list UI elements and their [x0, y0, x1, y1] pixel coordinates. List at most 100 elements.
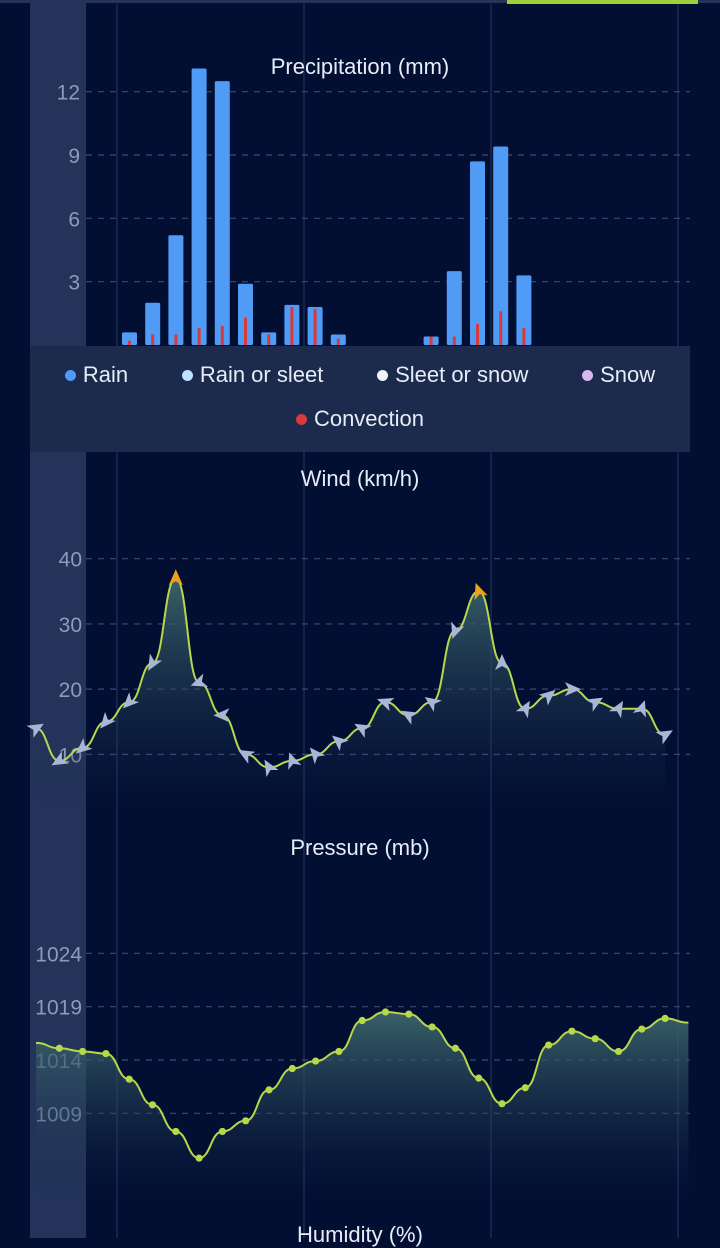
- pressure-point-24: [591, 1035, 599, 1043]
- wind-arrow-22: [538, 689, 556, 706]
- wind-arrow-6: [168, 569, 183, 586]
- pressure-point-11: [288, 1064, 296, 1073]
- wind-arrow-11: [288, 752, 302, 770]
- wind-arrow-27: [655, 730, 673, 745]
- wind-arrow-4: [122, 692, 140, 709]
- wind-arrow-3: [100, 711, 116, 729]
- convection-bar-2: [174, 334, 178, 345]
- pressure-area: [36, 1012, 689, 1200]
- snow-dot-icon: [582, 369, 594, 381]
- wind-arrow-8: [213, 708, 230, 723]
- wind-arrow-icon-18: [451, 621, 465, 639]
- convection-bar-14: [452, 336, 456, 345]
- pressure-point-16: [405, 1010, 413, 1018]
- wind-arrow-icon-9: [237, 749, 256, 764]
- rain-bar-1: [145, 302, 161, 345]
- wind-arrow-icon-6: [168, 569, 183, 586]
- precip-ytick-3: 12: [57, 82, 80, 105]
- wind-arrow-14: [354, 723, 372, 738]
- precipitation-title: Precipitation (mm): [270, 54, 450, 79]
- pressure-point-1: [55, 1044, 63, 1052]
- precip-ytick-1: 6: [68, 208, 80, 231]
- pressure-point-7: [195, 1154, 203, 1162]
- wind-ytick-1: 20: [59, 679, 82, 702]
- wind-arrow-12: [309, 747, 326, 765]
- wind-arrow-25: [608, 700, 623, 719]
- top-divider: [0, 0, 720, 3]
- pressure-point-3: [102, 1050, 110, 1058]
- rain-bar-3: [191, 68, 207, 345]
- wind-arrow-icon-2: [75, 737, 93, 754]
- convection-bar-1: [151, 334, 155, 345]
- convection-bar-4: [220, 326, 224, 345]
- wind-arrow-icon-3: [100, 711, 116, 729]
- wind-arrow-24: [585, 697, 603, 712]
- pressure-title: Pressure (mb): [290, 835, 430, 860]
- rain-bar-15: [470, 161, 485, 345]
- wind-arrow-icon-22: [538, 689, 556, 706]
- legend-sleet-or-snow-label: Sleet or snow: [395, 362, 529, 387]
- precipitation-chart: 3 6 9 12: [57, 68, 690, 345]
- wind-arrow-2: [75, 737, 93, 754]
- humidity-title: Humidity (%): [297, 1222, 423, 1247]
- wind-ytick-2: 30: [59, 614, 82, 637]
- precip-ytick-2: 9: [68, 145, 80, 168]
- wind-arrow-1: [51, 751, 69, 766]
- wind-arrow-icon-17: [424, 697, 442, 712]
- wind-arrow-icon-26: [632, 700, 646, 718]
- wind-arrow-15: [377, 697, 395, 712]
- pressure-point-14: [358, 1016, 366, 1025]
- rain-bar-2: [168, 235, 184, 345]
- legend-convection-label: Convection: [313, 406, 425, 431]
- pressure-point-2: [79, 1047, 87, 1056]
- wind-arrow-20: [495, 654, 509, 671]
- rain-or-sleet-dot-icon: [181, 369, 193, 381]
- pressure-point-13: [335, 1047, 343, 1056]
- wind-arrow-icon-19: [474, 582, 488, 601]
- wind-arrow-icon-0: [26, 723, 44, 738]
- precip-ytick-0: 3: [68, 272, 80, 295]
- wind-arrow-icon-27: [655, 730, 673, 745]
- convection-bar-16: [499, 311, 503, 345]
- pressure-point-6: [172, 1127, 180, 1136]
- legend-snow: Snow: [582, 362, 655, 388]
- convection-bar-15: [476, 323, 479, 345]
- wind-arrow-7: [190, 673, 209, 687]
- pressure-point-18: [451, 1044, 459, 1052]
- wind-arrow-19: [474, 582, 488, 601]
- sleet-or-snow-dot-icon: [377, 369, 389, 381]
- precipitation-legend: Rain Rain or sleet Sleet or snow Snow Co…: [30, 346, 690, 452]
- wind-title: Wind (km/h): [300, 466, 420, 491]
- legend-snow-label: Snow: [600, 362, 656, 387]
- rain-bar-0: [122, 332, 137, 345]
- wind-ytick-3: 40: [59, 549, 82, 572]
- wind-arrow-icon-23: [564, 682, 581, 697]
- wind-chart: 10203040: [26, 549, 690, 810]
- wind-arrow-icon-10: [264, 759, 279, 777]
- wind-arrow-9: [237, 749, 256, 764]
- wind-arrow-icon-1: [51, 751, 69, 766]
- legend-convection: Convection: [295, 406, 425, 432]
- pressure-chart: 1009101410191024: [35, 943, 690, 1200]
- pressure-point-22: [545, 1041, 553, 1049]
- wind-arrow-26: [632, 700, 646, 718]
- wind-arrow-icon-5: [148, 653, 163, 671]
- wind-arrow-icon-25: [608, 700, 623, 719]
- wind-arrow-17: [424, 697, 442, 712]
- day-separators: [116, 4, 679, 1238]
- pressure-point-21: [521, 1084, 529, 1092]
- wind-arrow-5: [148, 653, 163, 671]
- wind-arrow-icon-21: [515, 700, 530, 719]
- wind-arrow-icon-15: [377, 697, 395, 712]
- pressure-point-12: [312, 1057, 320, 1065]
- pressure-ytick-3: 1024: [35, 943, 82, 966]
- rain-dot-icon: [64, 369, 76, 381]
- pressure-point-26: [638, 1025, 646, 1033]
- convection-bar-9: [336, 338, 340, 345]
- wind-arrow-10: [264, 759, 279, 777]
- convection-bar-13: [429, 336, 433, 345]
- pressure-point-9: [242, 1117, 250, 1125]
- pressure-point-25: [614, 1047, 623, 1056]
- convection-bar-5: [244, 317, 247, 345]
